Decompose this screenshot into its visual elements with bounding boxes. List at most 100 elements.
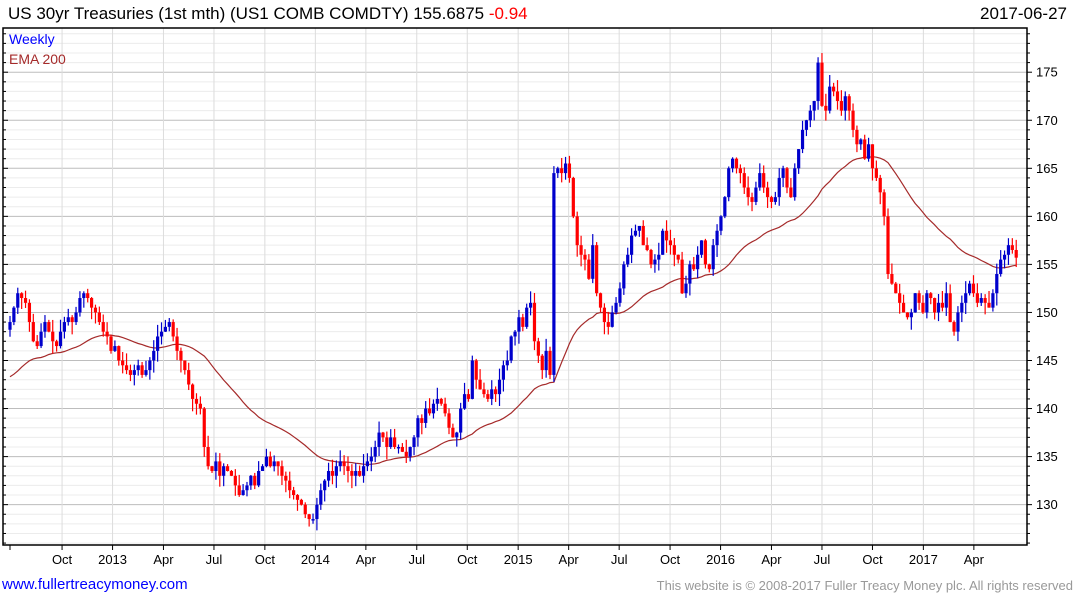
- candle-body: [470, 360, 474, 399]
- candle-up: [113, 340, 117, 353]
- candle-down: [198, 396, 202, 415]
- candle-body: [878, 177, 882, 193]
- candle-up: [684, 275, 688, 298]
- candle-body: [684, 283, 688, 294]
- candle-body: [218, 461, 222, 476]
- candle-down: [280, 460, 284, 486]
- candle-up: [800, 120, 805, 154]
- candle-body: [602, 307, 607, 323]
- candle-body: [494, 389, 498, 395]
- candle-body: [249, 475, 253, 486]
- candle-up: [338, 450, 342, 472]
- candle-down: [47, 319, 51, 333]
- candle-down: [128, 364, 133, 382]
- candle-body: [187, 370, 191, 385]
- candle-down: [101, 314, 105, 337]
- candle-up: [323, 479, 327, 502]
- candle-body: [587, 259, 591, 279]
- candle-up: [148, 357, 152, 380]
- candle-up: [509, 335, 513, 364]
- website-link[interactable]: www.fullertreacymoney.com: [2, 576, 188, 593]
- candle-down: [307, 513, 311, 527]
- candle-body: [598, 293, 603, 308]
- candle-down: [765, 181, 770, 208]
- candle-body: [719, 216, 723, 231]
- x-axis: Oct 2013 Apr Jul Oct 2014 Apr Jul Oct 2015 Apr Jul O…: [9, 545, 985, 567]
- candle-down: [206, 435, 210, 470]
- candle-up: [373, 440, 377, 463]
- candle-down: [901, 294, 906, 313]
- candle-body: [742, 173, 746, 188]
- candle-body: [785, 168, 789, 188]
- candle-body: [999, 259, 1003, 275]
- candle-body: [474, 360, 478, 380]
- candle-down: [51, 319, 55, 354]
- candle-body: [1010, 245, 1014, 250]
- candle-up: [816, 57, 820, 110]
- candle-down: [233, 469, 237, 496]
- candle-body: [649, 249, 653, 265]
- candle-body: [210, 466, 214, 472]
- x-tick-label: Apr: [559, 552, 580, 567]
- candle-up: [455, 431, 459, 447]
- candle-down: [890, 263, 894, 285]
- candle-body: [501, 365, 505, 380]
- candle-down: [23, 290, 28, 308]
- candle-body: [222, 466, 226, 476]
- candle-body: [253, 475, 257, 486]
- candle-up: [412, 435, 416, 456]
- candle-down: [27, 299, 32, 332]
- candle-body: [31, 322, 35, 342]
- candle-up: [315, 497, 319, 531]
- candle-body: [664, 230, 669, 241]
- x-tick-label: 2017: [909, 552, 938, 567]
- candle-down: [89, 297, 94, 320]
- candle-body: [995, 274, 999, 294]
- candle-up: [552, 166, 556, 382]
- candle-body: [202, 408, 206, 447]
- candle-body: [940, 302, 944, 308]
- candle-down: [598, 292, 603, 313]
- candle-down: [299, 498, 303, 506]
- candle-body: [688, 264, 692, 284]
- candle-body: [455, 432, 459, 438]
- candle-down: [284, 471, 288, 493]
- candle-up: [311, 513, 315, 524]
- candle-body: [898, 293, 902, 303]
- candle-body: [983, 298, 987, 303]
- candle-down: [303, 502, 307, 519]
- candle-body: [109, 336, 113, 351]
- candle-down: [987, 290, 991, 308]
- candle-down: [587, 254, 591, 280]
- candle-down: [187, 362, 191, 391]
- candle-down: [210, 465, 214, 473]
- candle-up: [214, 452, 218, 480]
- x-tick-label: Oct: [255, 552, 276, 567]
- candle-body: [132, 370, 136, 375]
- candle-up: [995, 263, 999, 306]
- candle-down: [443, 397, 447, 417]
- candle-down: [975, 283, 979, 308]
- candle-body: [377, 432, 381, 447]
- candle-up: [964, 281, 968, 314]
- candle-down: [393, 428, 397, 450]
- candle-body: [859, 139, 863, 145]
- candle-up: [319, 483, 323, 510]
- candle-up: [944, 282, 948, 316]
- x-tick-label: Oct: [52, 552, 73, 567]
- candle-up: [152, 340, 156, 373]
- candle-down: [268, 451, 272, 468]
- candle-down: [183, 360, 187, 375]
- candle-up: [260, 464, 265, 472]
- candle-down: [194, 393, 199, 415]
- candle-body: [843, 96, 847, 111]
- candle-body: [447, 413, 451, 428]
- candle-body: [816, 62, 820, 102]
- candle-up: [956, 306, 960, 342]
- candle-body: [478, 379, 482, 390]
- y-tick-label: 160: [1036, 209, 1058, 224]
- candle-down: [358, 465, 362, 477]
- candle-down: [55, 339, 59, 352]
- candle-up: [967, 280, 972, 296]
- candle-up: [723, 196, 727, 219]
